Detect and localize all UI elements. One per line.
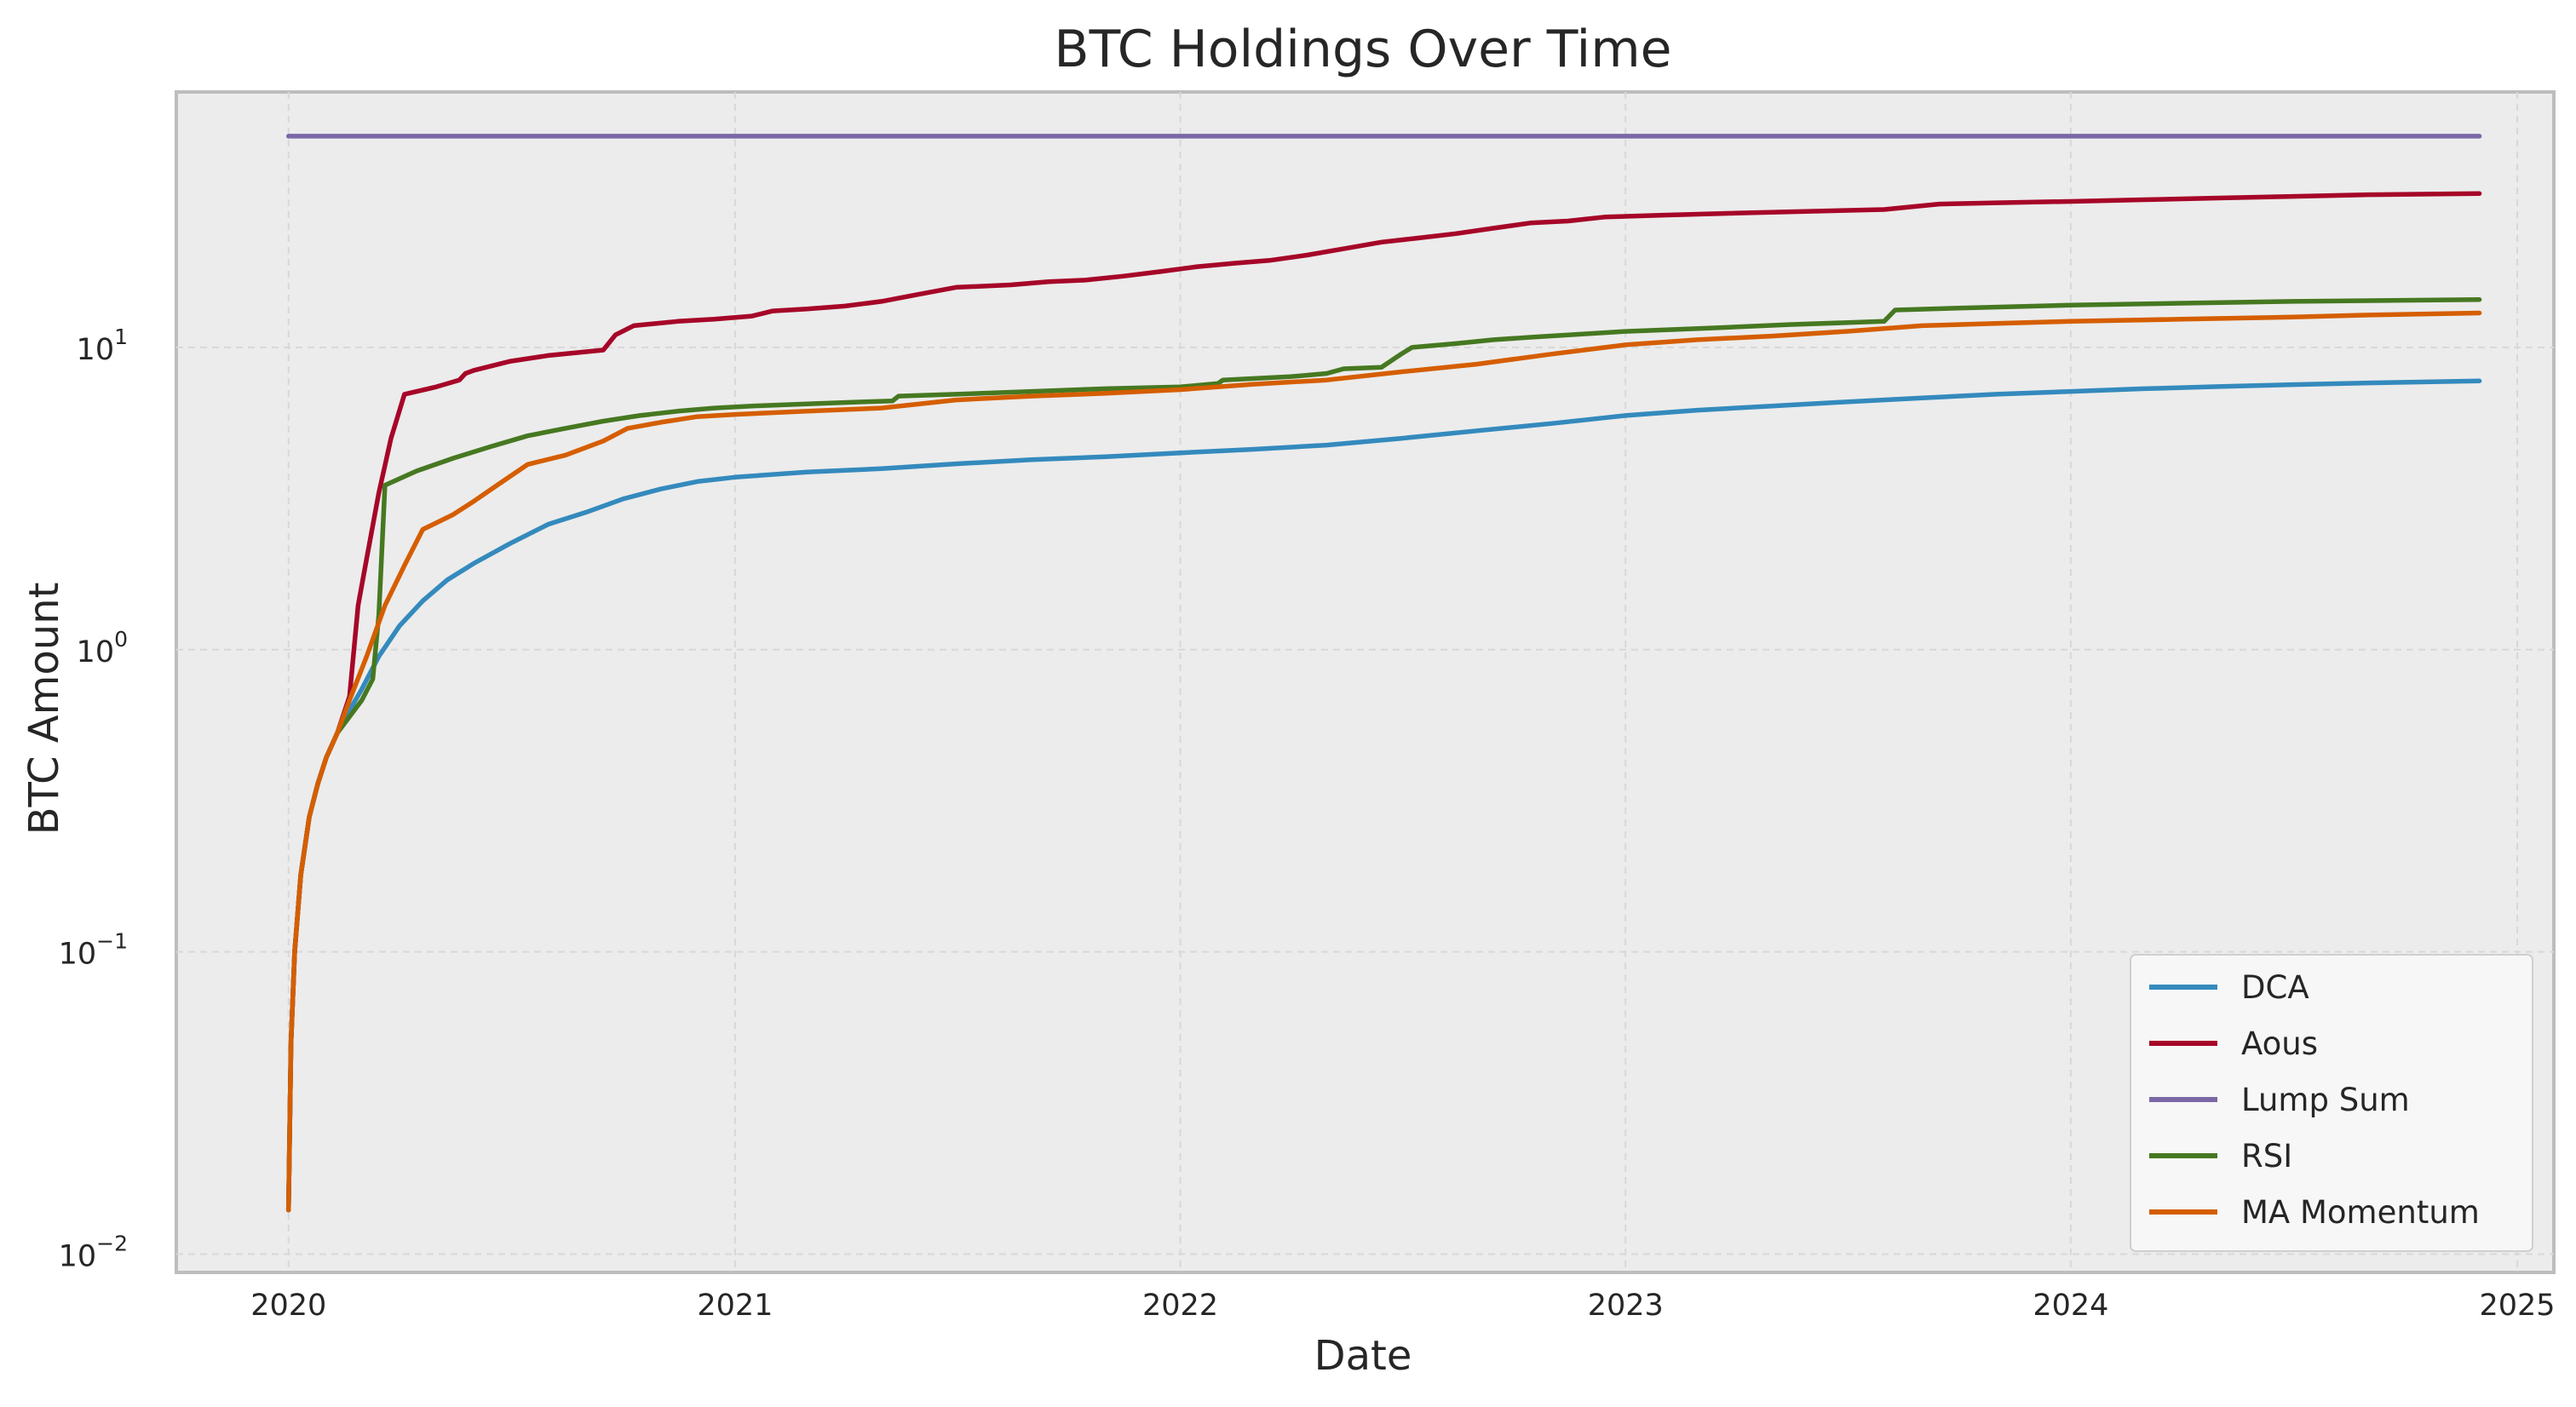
legend-label-ma-momentum: MA Momentum [2241,1194,2480,1231]
legend-label-dca: DCA [2241,969,2309,1006]
y-tick-label: 101 [77,324,128,367]
legend: DCA Aous Lump Sum RSI MA Momentum [2130,954,2533,1252]
legend-box [2130,954,2533,1252]
x-tick-label: 2020 [250,1289,326,1323]
y-tick-label: 100 [77,627,128,669]
legend-label-aous: Aous [2241,1025,2318,1062]
series-line-ma-momentum [285,310,2482,1213]
series-line-rsi [285,296,2482,1213]
x-tick-label: 2023 [1588,1289,1664,1323]
y-tick-label: 10−1 [59,929,128,972]
y-axis-ticks: 10−2 10−1 100 101 [59,324,128,1274]
legend-label-rsi: RSI [2241,1138,2292,1174]
legend-label-lump-sum: Lump Sum [2241,1082,2410,1118]
x-axis-ticks: 2020 2021 2022 2023 2024 2025 [250,1289,2555,1323]
chart-title: BTC Holdings Over Time [1054,20,1671,79]
grid-lines [176,92,2554,1272]
y-tick-label: 10−2 [59,1232,128,1274]
y-axis-label: BTC Amount [20,583,68,836]
series-line-aous [285,191,2482,1213]
series-lines [285,134,2482,1213]
x-tick-label: 2022 [1142,1289,1218,1323]
x-tick-label: 2024 [2033,1289,2108,1323]
x-tick-label: 2025 [2480,1289,2556,1323]
x-tick-label: 2021 [697,1289,773,1323]
x-axis-label: Date [1314,1332,1412,1380]
